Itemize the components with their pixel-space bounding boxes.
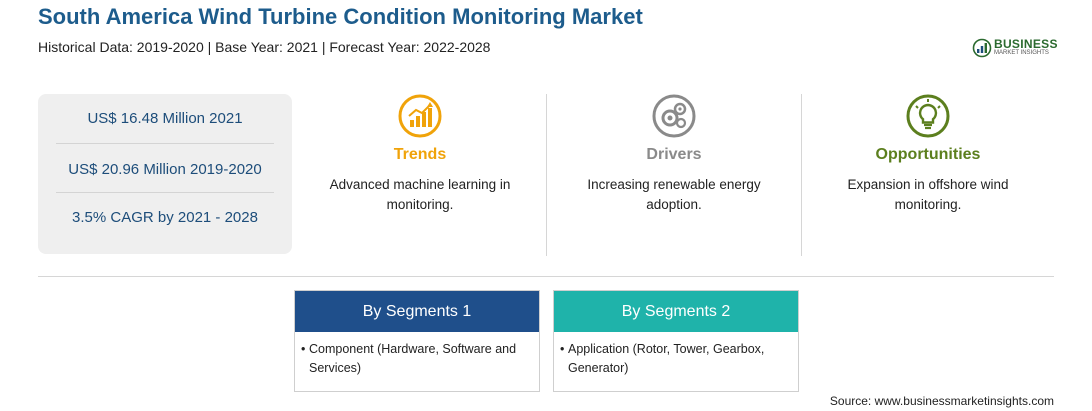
lightbulb-icon xyxy=(906,94,950,138)
stat-cagr: 3.5% CAGR by 2021 - 2028 xyxy=(72,209,258,226)
segment-2-body: • Application (Rotor, Tower, Gearbox, Ge… xyxy=(554,332,798,378)
drivers-heading: Drivers xyxy=(646,146,702,163)
source-note: Source: www.businessmarketinsights.com xyxy=(829,394,1054,408)
bullet-icon: • xyxy=(560,342,565,356)
trend-chart-icon xyxy=(398,94,442,138)
opportunities-column: Opportunities Expansion in offshore wind… xyxy=(813,94,1043,215)
drivers-text: Increasing renewable energy adoption. xyxy=(587,177,761,212)
logo-name: BUSINESS xyxy=(994,37,1058,51)
segment-1-heading: By Segments 1 xyxy=(295,291,539,332)
column-divider xyxy=(546,94,547,256)
opportunities-text: Expansion in offshore wind monitoring. xyxy=(847,177,1009,212)
segment-card-1: By Segments 1 • Component (Hardware, Sof… xyxy=(294,290,540,392)
trends-heading: Trends xyxy=(393,146,447,163)
segment-2-heading: By Segments 2 xyxy=(554,291,798,332)
logo-tagline: MARKET INSIGHTS xyxy=(994,50,1049,56)
logo-icon xyxy=(972,38,992,58)
market-stats-panel: US$ 16.48 Million 2021 US$ 20.96 Million… xyxy=(38,94,292,254)
segment-2-item: Application (Rotor, Tower, Gearbox, Gene… xyxy=(568,342,765,375)
trends-column: Trends Advanced machine learning in moni… xyxy=(305,94,535,215)
segment-1-body: • Component (Hardware, Software and Serv… xyxy=(295,332,539,378)
bullet-icon: • xyxy=(301,342,306,356)
stat-divider xyxy=(56,192,274,193)
business-market-insights-logo: BUSINESS MARKET INSIGHTS xyxy=(972,36,1062,60)
opportunities-heading: Opportunities xyxy=(875,146,981,163)
gears-icon xyxy=(652,94,696,138)
stat-divider xyxy=(56,143,274,144)
page-subtitle: Historical Data: 2019-2020 | Base Year: … xyxy=(38,39,491,55)
segment-1-item: Component (Hardware, Software and Servic… xyxy=(309,342,517,375)
trends-text: Advanced machine learning in monitoring. xyxy=(329,177,511,212)
column-divider xyxy=(801,94,802,256)
stat-market-size-2021: US$ 16.48 Million 2021 xyxy=(87,110,243,127)
drivers-column: Drivers Increasing renewable energy adop… xyxy=(559,94,789,215)
page-title: South America Wind Turbine Condition Mon… xyxy=(38,4,643,29)
section-divider xyxy=(38,276,1054,277)
segment-card-2: By Segments 2 • Application (Rotor, Towe… xyxy=(553,290,799,392)
stat-market-size-historical: US$ 20.96 Million 2019-2020 xyxy=(68,161,262,178)
